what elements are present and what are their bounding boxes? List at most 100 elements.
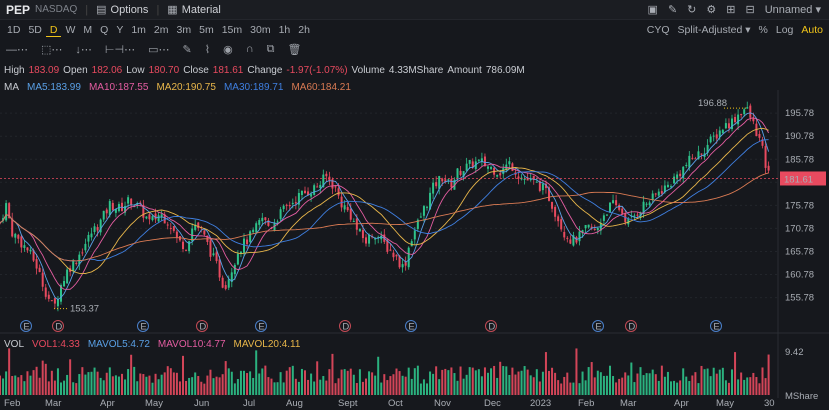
layout-select[interactable]: Unnamed ▾ [765,3,821,16]
cyq-button[interactable]: CYQ [646,24,670,36]
arrow-tool-icon[interactable]: ↓⋯ [75,43,92,56]
candle-body [26,247,29,251]
change-value: -1.97(-1.07%) [286,64,348,76]
timeframe-5d[interactable]: 5D [28,23,42,36]
candle-body [407,247,410,268]
refresh-icon[interactable]: ↻ [687,4,697,16]
timeframe-5m[interactable]: 5m [199,23,214,36]
auto-button[interactable]: Auto [801,24,823,36]
vol-label[interactable]: VOL [4,338,25,350]
volume-bar [230,371,233,395]
candle-body [666,184,669,188]
ma20-line [0,127,769,275]
volume-bar [380,382,383,395]
candle-body [78,254,81,265]
candle-body [264,217,267,220]
month-label: Oct [388,398,403,409]
candle-body [224,285,227,289]
top-toolbar: PEP NASDAQ | ▤ Options | ▦ Material ▣ ✎ ↻ … [0,0,829,20]
timeframe-y[interactable]: Y [116,23,124,36]
volume-bar [191,377,194,395]
volume-bar [487,372,489,395]
volume-bar [8,348,11,395]
candle-body [444,179,447,183]
timeframe-2m[interactable]: 2m [153,23,169,36]
price-tick: 175.78 [785,200,814,211]
options-button[interactable]: ▤ Options [96,3,148,17]
timeframe-1h[interactable]: 1h [278,23,291,36]
timeframe-m[interactable]: M [83,23,93,36]
volume-bar [258,373,261,395]
volume-bar [383,374,386,395]
candle-body [618,204,621,210]
candle-body [340,196,343,208]
volume-bar [462,378,465,395]
trash-icon[interactable]: 🗑 [287,43,302,56]
candle-body [648,202,651,206]
symbol-label[interactable]: PEP [6,2,31,17]
volume-bar [535,369,538,395]
candle-body [395,254,398,257]
price-tick: 165.78 [785,246,814,257]
timeframe-d[interactable]: D [45,24,62,37]
eye-icon[interactable]: ◉ [223,43,233,56]
volume-bar [136,381,139,395]
timeframe-15m[interactable]: 15m [221,23,243,36]
candle-body [523,178,526,180]
timeframe-w[interactable]: W [65,23,76,36]
volume-bar [63,380,66,395]
brush-tool-icon[interactable]: ⌇ [204,43,211,56]
screenshot-icon[interactable]: ▣ [647,4,658,16]
volume-bar [715,373,718,395]
magnet-icon[interactable]: ∩ [245,43,254,55]
volume-bar [194,372,197,395]
timeframe-1d[interactable]: 1D [7,23,21,36]
volume-bar [609,365,611,395]
ma-label[interactable]: MA [4,81,19,93]
volume-bar [731,369,733,395]
pen-tool-icon[interactable]: ✎ [182,43,192,56]
timeframe-2h[interactable]: 2h [298,23,310,36]
edit-icon[interactable]: ✎ [667,4,678,16]
volume-bar [709,376,712,395]
timeframe-1m[interactable]: 1m [131,23,146,36]
volume-bar [605,375,608,395]
log-button[interactable]: Log [775,24,794,36]
volume-bar [572,382,575,395]
volume-bar [502,366,505,395]
candle-body [236,253,239,265]
percent-button[interactable]: % [758,24,768,36]
candle-body [365,237,367,244]
material-button[interactable]: ▦ Material [167,3,221,17]
timeframe-3m[interactable]: 3m [176,23,192,36]
volume-bar [615,382,618,395]
candle-body [258,220,261,225]
timeframe-30m[interactable]: 30m [250,23,271,36]
measure-tool-icon[interactable]: ⊢⊣⋯ [104,43,136,56]
line-tool-icon[interactable]: —⋯ [6,43,28,56]
volume-bar [188,377,191,395]
close-label: Close [183,64,209,76]
candle-body [413,230,416,240]
candle-body [468,160,471,164]
candle-body [731,118,733,129]
volume-bar [270,378,273,395]
candle-body [221,277,224,288]
grid-icon[interactable]: ⊞ [726,4,736,16]
copy-icon[interactable]: ⧉ [266,42,275,55]
volume-bar [148,375,151,395]
gear-icon[interactable]: ⚙ [706,4,717,16]
candle-body [114,208,117,213]
candle-body [282,205,285,210]
timeframe-q[interactable]: Q [100,23,109,36]
adjust-select[interactable]: Split-Adjusted ▾ [678,24,751,36]
volume-bar [221,374,224,395]
rect-tool-icon[interactable]: ⬚⋯ [41,43,63,56]
volume-bar [200,381,203,395]
layout-icon[interactable]: ⊟ [745,4,755,16]
mavol20-value: MAVOL20:4.11 [233,338,301,350]
candle-body [38,267,41,273]
text-tool-icon[interactable]: ▭⋯ [148,43,170,56]
volume-bar [334,383,337,395]
